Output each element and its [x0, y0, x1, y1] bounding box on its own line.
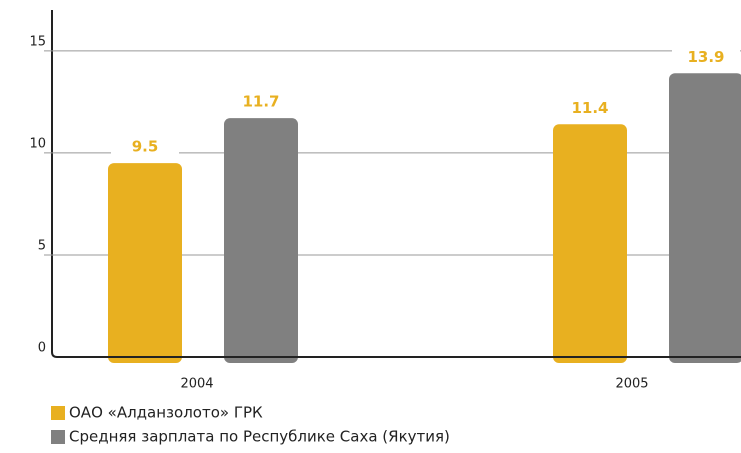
- value-label: 11.4: [571, 99, 608, 117]
- legend-label: ОАО «Алданзолото» ГРК: [69, 404, 263, 422]
- bar: [669, 73, 741, 363]
- y-tick-label: 5: [38, 238, 46, 253]
- value-label-bg: [227, 92, 295, 113]
- value-label-bg: [672, 47, 740, 68]
- value-label: 9.5: [132, 138, 159, 156]
- y-tick-label: 10: [29, 136, 46, 151]
- value-label: 11.7: [242, 93, 279, 111]
- legend-label: Средняя зарплата по Республике Саха (Яку…: [69, 428, 450, 446]
- value-label-bg: [556, 98, 624, 119]
- bar: [553, 124, 627, 364]
- y-tick-label: 15: [29, 34, 46, 49]
- bar: [108, 163, 182, 363]
- bar: [224, 118, 298, 364]
- axis: [51, 10, 741, 358]
- x-tick-label: 2004: [180, 377, 213, 392]
- value-label-bg: [111, 137, 179, 158]
- y-tick-label: 0: [38, 341, 46, 356]
- x-tick-label: 2005: [615, 377, 648, 392]
- legend-swatch: [51, 406, 65, 420]
- legend-swatch: [51, 430, 65, 444]
- value-label: 13.9: [687, 48, 724, 66]
